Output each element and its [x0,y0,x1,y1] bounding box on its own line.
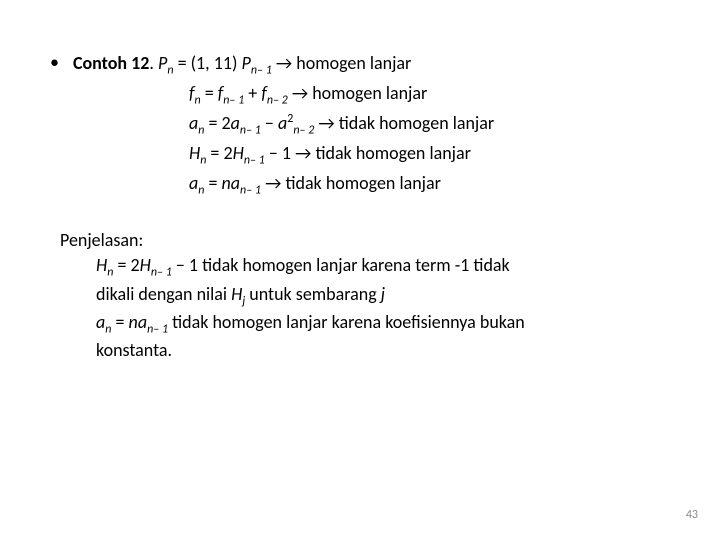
p1-jvar: j [381,283,385,305]
arrow-icon: → [318,112,334,134]
title-suffix: . [149,52,158,74]
p2-text1: tidak homogen lanjar karena koefisiennya… [168,311,525,333]
explanation-p1-cont: dikali dengan nilai Hj untuk sembarang j [60,282,680,310]
p1-t1-sub: n– 1 [151,266,172,280]
p1-t1-var: H [140,254,151,276]
l5-eq: = [204,172,221,194]
p2-eq: = [111,311,128,333]
line-1: Contoh 12. Pn = (1, 11) Pn– 1 → homogen … [73,50,494,80]
l5-t1-sub: n– 1 [240,184,261,198]
page-number: 43 [686,508,698,522]
p2-lhs-var: a [96,311,105,333]
l4-t1-var: H [233,142,244,164]
l4-minus: − 1 [265,142,291,164]
example-block: • Contoh 12. Pn = (1, 11) Pn– 1 → homoge… [40,50,680,200]
l5-result: tidak homogen lanjar [285,172,440,194]
l1-eq: = (1, 11) [174,52,242,74]
p2-t1-sub: n– 1 [147,322,168,336]
p1-line2a: dikali dengan nilai [96,283,231,305]
l2-eq: = [201,82,218,104]
l3-minus: − [261,112,278,134]
arrow-icon: → [265,172,281,194]
p2-coef: n [129,311,138,333]
l3-eq: = 2 [204,112,230,134]
l5-lhs-var: a [189,172,198,194]
example-title: Contoh 12 [73,52,149,74]
arrow-icon: → [276,52,292,74]
p1-line2b: untuk sembarang [245,283,381,305]
p1-text1: − 1 tidak homogen lanjar karena term -1 … [172,254,510,276]
l3-lhs-var: a [189,112,198,134]
arrow-icon: → [292,82,308,104]
l4-t1-sub: n– 1 [244,154,265,168]
l1-rhs-var: P [242,52,251,74]
explanation-block: Penjelasan: Hn = 2Hn– 1 − 1 tidak homoge… [40,228,680,364]
l1-rhs-sub: n– 1 [251,64,272,78]
l3-t2-sub: n– 2 [293,124,314,138]
line-2: fn = fn– 1 + fn– 2 → homogen lanjar [73,80,494,110]
l2-t2-sub: n– 2 [267,94,288,108]
l3-t1-var: a [231,112,240,134]
l2-plus: + [244,82,261,104]
l3-result: tidak homogen lanjar [339,112,494,134]
example-lines: Contoh 12. Pn = (1, 11) Pn– 1 → homogen … [73,50,494,200]
line-4: Hn = 2Hn– 1 − 1 → tidak homogen lanjar [73,140,494,170]
explanation-p2: an = nan– 1 tidak homogen lanjar karena … [60,310,680,338]
l5-coef: n [222,172,231,194]
line-3: an = 2an– 1 − a2n– 2 → tidak homogen lan… [73,110,494,140]
explanation-heading: Penjelasan: [60,228,680,253]
l5-t1-var: a [231,172,240,194]
l3-t1-sub: n– 1 [240,124,261,138]
l2-result: homogen lanjar [312,82,427,104]
bullet-dot: • [50,50,59,75]
l2-t1-sub: n– 1 [223,94,244,108]
p2-text2: konstanta. [96,339,172,361]
l1-lhs-var: P [158,52,167,74]
slide-content: • Contoh 12. Pn = (1, 11) Pn– 1 → homoge… [0,0,720,363]
l4-result: tidak homogen lanjar [315,142,470,164]
l1-result: homogen lanjar [296,52,411,74]
p1-hvar: H [231,283,242,305]
l4-lhs-var: H [189,142,200,164]
p1-lhs-var: H [96,254,107,276]
arrow-icon: → [295,142,311,164]
explanation-p1: Hn = 2Hn– 1 − 1 tidak homogen lanjar kar… [60,253,680,281]
explanation-p2-cont: konstanta. [60,338,680,363]
p2-t1-var: a [138,311,147,333]
l4-eq: = 2 [206,142,232,164]
p1-eq: = 2 [113,254,139,276]
line-5: an = nan– 1 → tidak homogen lanjar [73,170,494,200]
l3-t2-var: a [278,112,287,134]
